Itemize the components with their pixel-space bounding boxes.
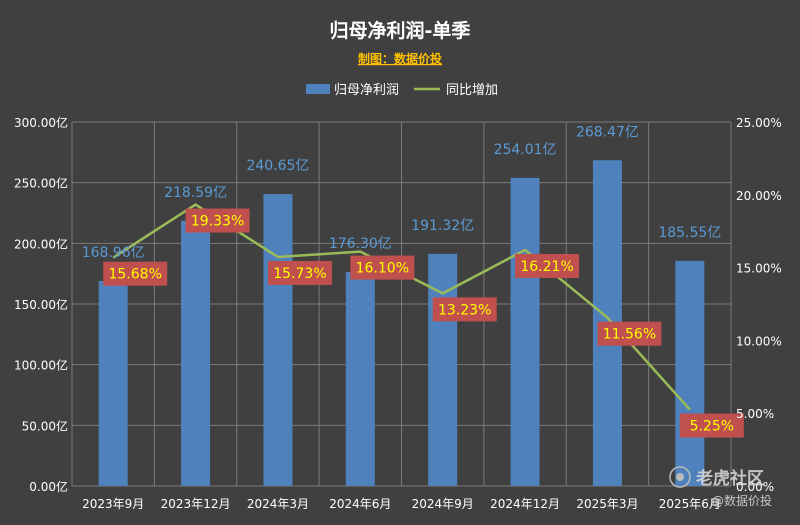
pct-label-box <box>597 321 662 346</box>
bar-series <box>98 160 705 486</box>
bar-value-label: 240.65亿 <box>246 158 309 174</box>
bar-value-label: 218.59亿 <box>164 185 227 201</box>
chart-title: 归母净利润-单季 <box>330 19 471 42</box>
pct-value-label: 15.68% <box>108 267 161 283</box>
x-tick-label: 2025年6月 <box>659 497 721 511</box>
bar-value-label: 176.30亿 <box>329 236 392 252</box>
bar <box>181 220 211 486</box>
bar-value-label: 268.47亿 <box>576 124 639 140</box>
watermark-author: @数据价投 <box>712 493 772 508</box>
legend-label-bar: 归母净利润 <box>334 83 399 98</box>
x-tick-label: 2024年6月 <box>329 497 391 511</box>
x-tick-label: 2024年3月 <box>247 497 309 511</box>
pct-label-box <box>350 255 415 280</box>
x-tick-label: 2023年12月 <box>161 497 231 511</box>
y-left-tick-label: 100.00亿 <box>14 358 68 373</box>
chart-legend: 归母净利润 同比增加 <box>306 83 498 98</box>
watermark-site: 老虎社区 <box>695 468 764 489</box>
bar <box>345 272 375 486</box>
y-left-tick-label: 150.00亿 <box>14 297 68 312</box>
y-right-tick-label: 20.00% <box>736 189 782 203</box>
axes: 0.00亿 50.00亿 100.00亿 150.00亿 200.00亿 250.00亿 3… <box>14 115 782 511</box>
pct-label-box <box>679 413 744 438</box>
y-left-tick-label: 200.00亿 <box>14 236 68 251</box>
pct-value-label: 16.10% <box>356 261 409 277</box>
pct-label-box <box>432 297 497 322</box>
bar <box>263 194 293 486</box>
x-tick-label: 2023年9月 <box>82 497 144 511</box>
y-right-tick-label: 10.00% <box>736 334 782 348</box>
chart-subtitle: 制图：数据价投 <box>358 51 442 66</box>
y-right-tick-label: 15.00% <box>736 262 782 276</box>
pct-label-box <box>267 260 332 285</box>
pct-value-label: 11.56% <box>603 327 656 343</box>
pct-value-label: 19.33% <box>191 214 244 230</box>
legend-swatch-bar <box>306 84 330 94</box>
x-tick-label: 2024年9月 <box>412 497 474 511</box>
pct-value-label: 13.23% <box>438 302 491 318</box>
x-tick-label: 2025年3月 <box>576 497 638 511</box>
bar <box>510 177 540 486</box>
gridlines <box>71 121 732 487</box>
y-right-tick-label: 0.00% <box>736 480 774 494</box>
y-left-tick-label: 250.00亿 <box>14 176 68 191</box>
bar-value-label: 254.01亿 <box>494 142 557 158</box>
pct-value-label: 5.25% <box>690 419 734 435</box>
pct-value-label: 16.21% <box>520 259 573 275</box>
y-left-tick-label: 0.00亿 <box>29 479 68 494</box>
data-labels: 168.96亿 218.59亿 240.65亿 176.30亿 191.32亿 254.0… <box>82 124 744 438</box>
pct-label-box <box>515 253 580 278</box>
y-right-tick-label: 5.00% <box>736 407 774 421</box>
y-left-tick-label: 50.00亿 <box>22 418 68 433</box>
watermark-logo-icon <box>669 466 691 488</box>
watermark-logo-inner <box>676 473 684 481</box>
bar-value-label: 191.32亿 <box>411 218 474 234</box>
legend-label-line: 同比增加 <box>446 83 498 98</box>
bar <box>98 280 128 486</box>
pct-label-box <box>103 261 168 286</box>
bar-value-label: 168.96亿 <box>82 245 145 261</box>
x-tick-label: 2024年12月 <box>490 497 560 511</box>
watermark: 老虎社区 @数据价投 <box>669 466 772 508</box>
y-left-tick-label: 300.00亿 <box>14 115 68 130</box>
bar <box>675 260 705 486</box>
pct-value-label: 15.73% <box>273 266 326 282</box>
y-right-tick-label: 25.00% <box>736 116 782 130</box>
pct-label-box <box>185 208 250 233</box>
bar-value-label: 185.55亿 <box>658 225 721 241</box>
